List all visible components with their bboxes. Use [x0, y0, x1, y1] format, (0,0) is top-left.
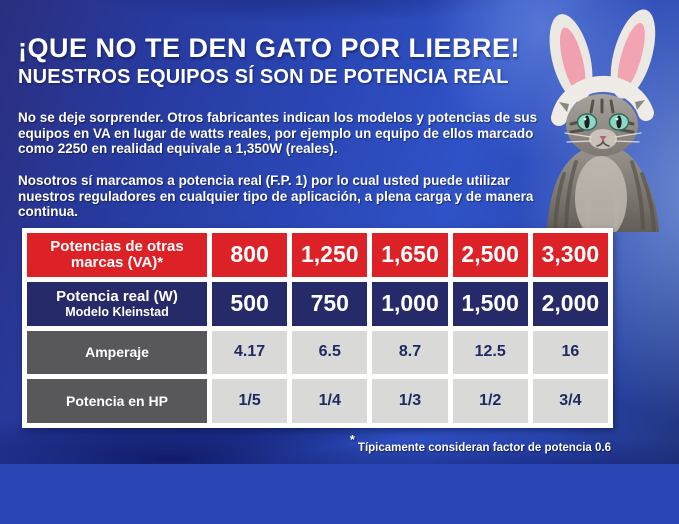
table-cell-va: 2,500 [452, 233, 528, 277]
row-label-line2: Modelo Kleinstad [65, 304, 169, 319]
footnote-asterisk: * [349, 432, 355, 447]
table-cell-hp: 3/4 [532, 379, 608, 423]
table-cell-va: 3,300 [532, 233, 608, 277]
table-cell-amps: 12.5 [452, 330, 528, 375]
cat-with-bunny-ears-image [547, 9, 659, 232]
footnote-text: Típicamente consideran factor de potenci… [357, 441, 611, 454]
table-cell-amps: 16 [532, 330, 608, 375]
table-cell-hp: 1/3 [372, 379, 448, 423]
row-label-amperaje: Amperaje [27, 330, 207, 375]
table-cell-amps: 4.17 [212, 330, 288, 375]
intro-paragraph-1: No se deje sorprender. Otros fabricantes… [18, 110, 538, 156]
table-cell-hp: 1/5 [212, 379, 288, 423]
table-cell-watts: 2,000 [532, 281, 608, 326]
row-label-potencias-otras-marcas: Potencias de otras marcas (VA)* [27, 233, 207, 277]
table-cell-amps: 6.5 [292, 330, 368, 375]
bunny-ears [549, 14, 593, 102]
page-subtitle: NUESTROS EQUIPOS SÍ SON DE POTENCIA REAL [18, 66, 509, 88]
table-cell-va: 800 [212, 233, 288, 277]
row-label-line2: marcas (VA)* [70, 253, 164, 271]
table-cell-va: 1,650 [372, 233, 448, 277]
row-label-line1: Potencias de otras [50, 237, 184, 255]
intro-paragraph-2: Nosotros sí marcamos a potencia real (F.… [18, 173, 534, 219]
row-label-line1: Potencia real (W) [56, 287, 178, 305]
row-label-potencia-real: Potencia real (W) Modelo Kleinstad [27, 281, 207, 326]
table-cell-watts: 1,500 [452, 281, 528, 326]
cat-eyes [576, 113, 630, 131]
table-cell-hp: 1/2 [452, 379, 528, 423]
table-cell-amps: 8.7 [372, 330, 448, 375]
table-cell-hp: 1/4 [292, 379, 368, 423]
row-label-potencia-hp: Potencia en HP [27, 379, 207, 423]
table-cell-va: 1,250 [292, 233, 368, 277]
table-cell-watts: 750 [292, 281, 368, 326]
table-cell-watts: 1,000 [372, 281, 448, 326]
power-comparison-table: Potencias de otras marcas (VA)* 800 1,25… [22, 228, 613, 428]
footnote: *Típicamente consideran factor de potenc… [349, 432, 611, 454]
page-title: ¡QUE NO TE DEN GATO POR LIEBRE! [18, 33, 521, 63]
table-cell-watts: 500 [212, 281, 288, 326]
